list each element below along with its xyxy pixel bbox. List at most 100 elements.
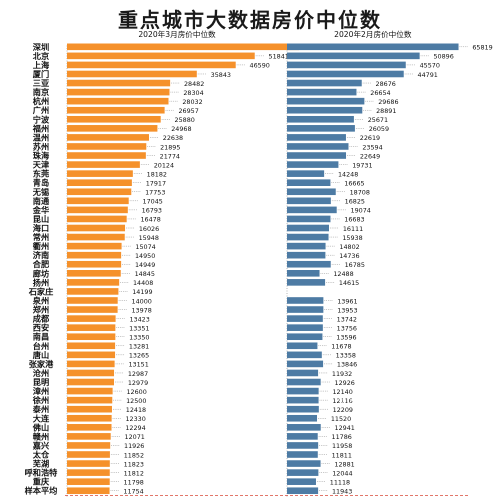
bar xyxy=(67,442,111,449)
data-label: 14000 xyxy=(132,297,152,305)
city-label: 宁波 xyxy=(33,114,50,124)
city-label: 温州 xyxy=(33,132,49,142)
data-label: 14615 xyxy=(339,279,359,287)
data-label: 16478 xyxy=(140,216,160,224)
city-label: 成都 xyxy=(33,314,50,324)
data-label: 15074 xyxy=(135,243,155,251)
data-label: 11958 xyxy=(332,442,352,450)
bar xyxy=(67,115,161,123)
data-label: 13423 xyxy=(129,315,149,323)
data-label: 44791 xyxy=(418,71,438,79)
bar xyxy=(67,324,116,331)
data-label: 14802 xyxy=(339,243,359,251)
data-label: 51841 xyxy=(269,53,289,61)
data-label: 15948 xyxy=(139,234,159,242)
city-label: 唐山 xyxy=(33,350,49,360)
city-label: 昆明 xyxy=(33,377,49,387)
city-label: 三亚 xyxy=(33,78,49,88)
data-label: 12600 xyxy=(126,388,146,396)
bar xyxy=(67,52,255,60)
city-label: 张家港 xyxy=(29,359,54,369)
data-label: 18708 xyxy=(350,189,370,197)
data-label: 11798 xyxy=(124,478,144,486)
city-label: 廊坊 xyxy=(33,268,50,278)
city-label: 样本平均 xyxy=(25,486,58,496)
bar xyxy=(67,469,110,476)
bar xyxy=(67,315,116,322)
bar xyxy=(287,433,318,440)
data-label: 28676 xyxy=(376,80,396,88)
city-label: 太仓 xyxy=(32,450,50,460)
bar xyxy=(287,52,420,60)
data-label: 11926 xyxy=(124,442,144,450)
data-label: 14950 xyxy=(135,252,155,260)
city-label: 沧州 xyxy=(33,368,49,378)
bar xyxy=(287,387,319,395)
data-label: 16683 xyxy=(344,216,364,224)
bar xyxy=(287,414,318,422)
bar xyxy=(287,224,329,232)
data-label: 21895 xyxy=(160,143,180,151)
city-label: 常州 xyxy=(33,232,49,242)
city-label: 泉州 xyxy=(32,295,49,305)
bar xyxy=(287,351,322,359)
data-label: 13846 xyxy=(337,361,357,369)
data-label: 22619 xyxy=(360,134,380,142)
bar xyxy=(287,197,331,205)
data-label: 13756 xyxy=(337,324,357,332)
data-label: 16825 xyxy=(345,198,365,206)
data-label: 22638 xyxy=(163,134,183,142)
bar xyxy=(67,387,113,395)
data-label: 11823 xyxy=(124,460,144,468)
city-label: 南京 xyxy=(33,87,49,97)
data-label: 16793 xyxy=(142,207,162,215)
bar xyxy=(67,88,170,96)
bar xyxy=(67,242,122,250)
data-label: 16665 xyxy=(344,180,364,188)
bar xyxy=(287,469,319,476)
city-label: 徐州 xyxy=(32,395,49,405)
data-label: 13953 xyxy=(337,306,357,314)
data-label: 11811 xyxy=(332,451,352,459)
city-label: 厦门 xyxy=(33,69,49,79)
city-label: 福州 xyxy=(32,123,49,133)
watermark-text: 知乎 @楼市先生田文豪 xyxy=(338,393,452,407)
bar xyxy=(67,478,110,485)
bar xyxy=(287,306,324,313)
data-label: 17045 xyxy=(143,198,163,206)
bar xyxy=(287,97,365,105)
bar xyxy=(287,70,404,78)
data-label: 11678 xyxy=(331,343,351,351)
data-label: 45570 xyxy=(420,62,440,70)
data-label: 11852 xyxy=(124,451,144,459)
bar xyxy=(67,351,116,359)
city-label: 广州 xyxy=(33,105,49,115)
bar xyxy=(287,369,319,377)
data-label: 12116 xyxy=(332,397,352,405)
series-title-0: 2020年3月房价中位数 xyxy=(138,29,216,39)
city-label: 漳州 xyxy=(33,386,49,396)
bar xyxy=(67,106,165,114)
bar xyxy=(67,179,132,186)
data-label: 26957 xyxy=(178,107,198,115)
bar xyxy=(287,442,319,449)
bar xyxy=(67,152,146,159)
bar xyxy=(67,224,126,232)
bar xyxy=(67,206,128,214)
data-label: 12987 xyxy=(128,370,148,378)
bar xyxy=(67,170,133,177)
bar xyxy=(287,405,319,413)
bar xyxy=(287,342,318,350)
city-label: 昆山 xyxy=(33,214,49,224)
city-label: 青岛 xyxy=(33,178,49,188)
bar xyxy=(67,288,119,295)
bar xyxy=(67,251,122,259)
bar xyxy=(287,161,339,168)
data-label: 46590 xyxy=(250,62,270,70)
data-label: 28304 xyxy=(183,89,203,97)
bar xyxy=(287,61,406,69)
city-label: 深圳 xyxy=(33,42,49,52)
data-label: 16111 xyxy=(343,225,363,233)
chart-title: 重点城市大数据房价中位数 xyxy=(118,8,382,32)
data-label: 11932 xyxy=(332,370,352,378)
